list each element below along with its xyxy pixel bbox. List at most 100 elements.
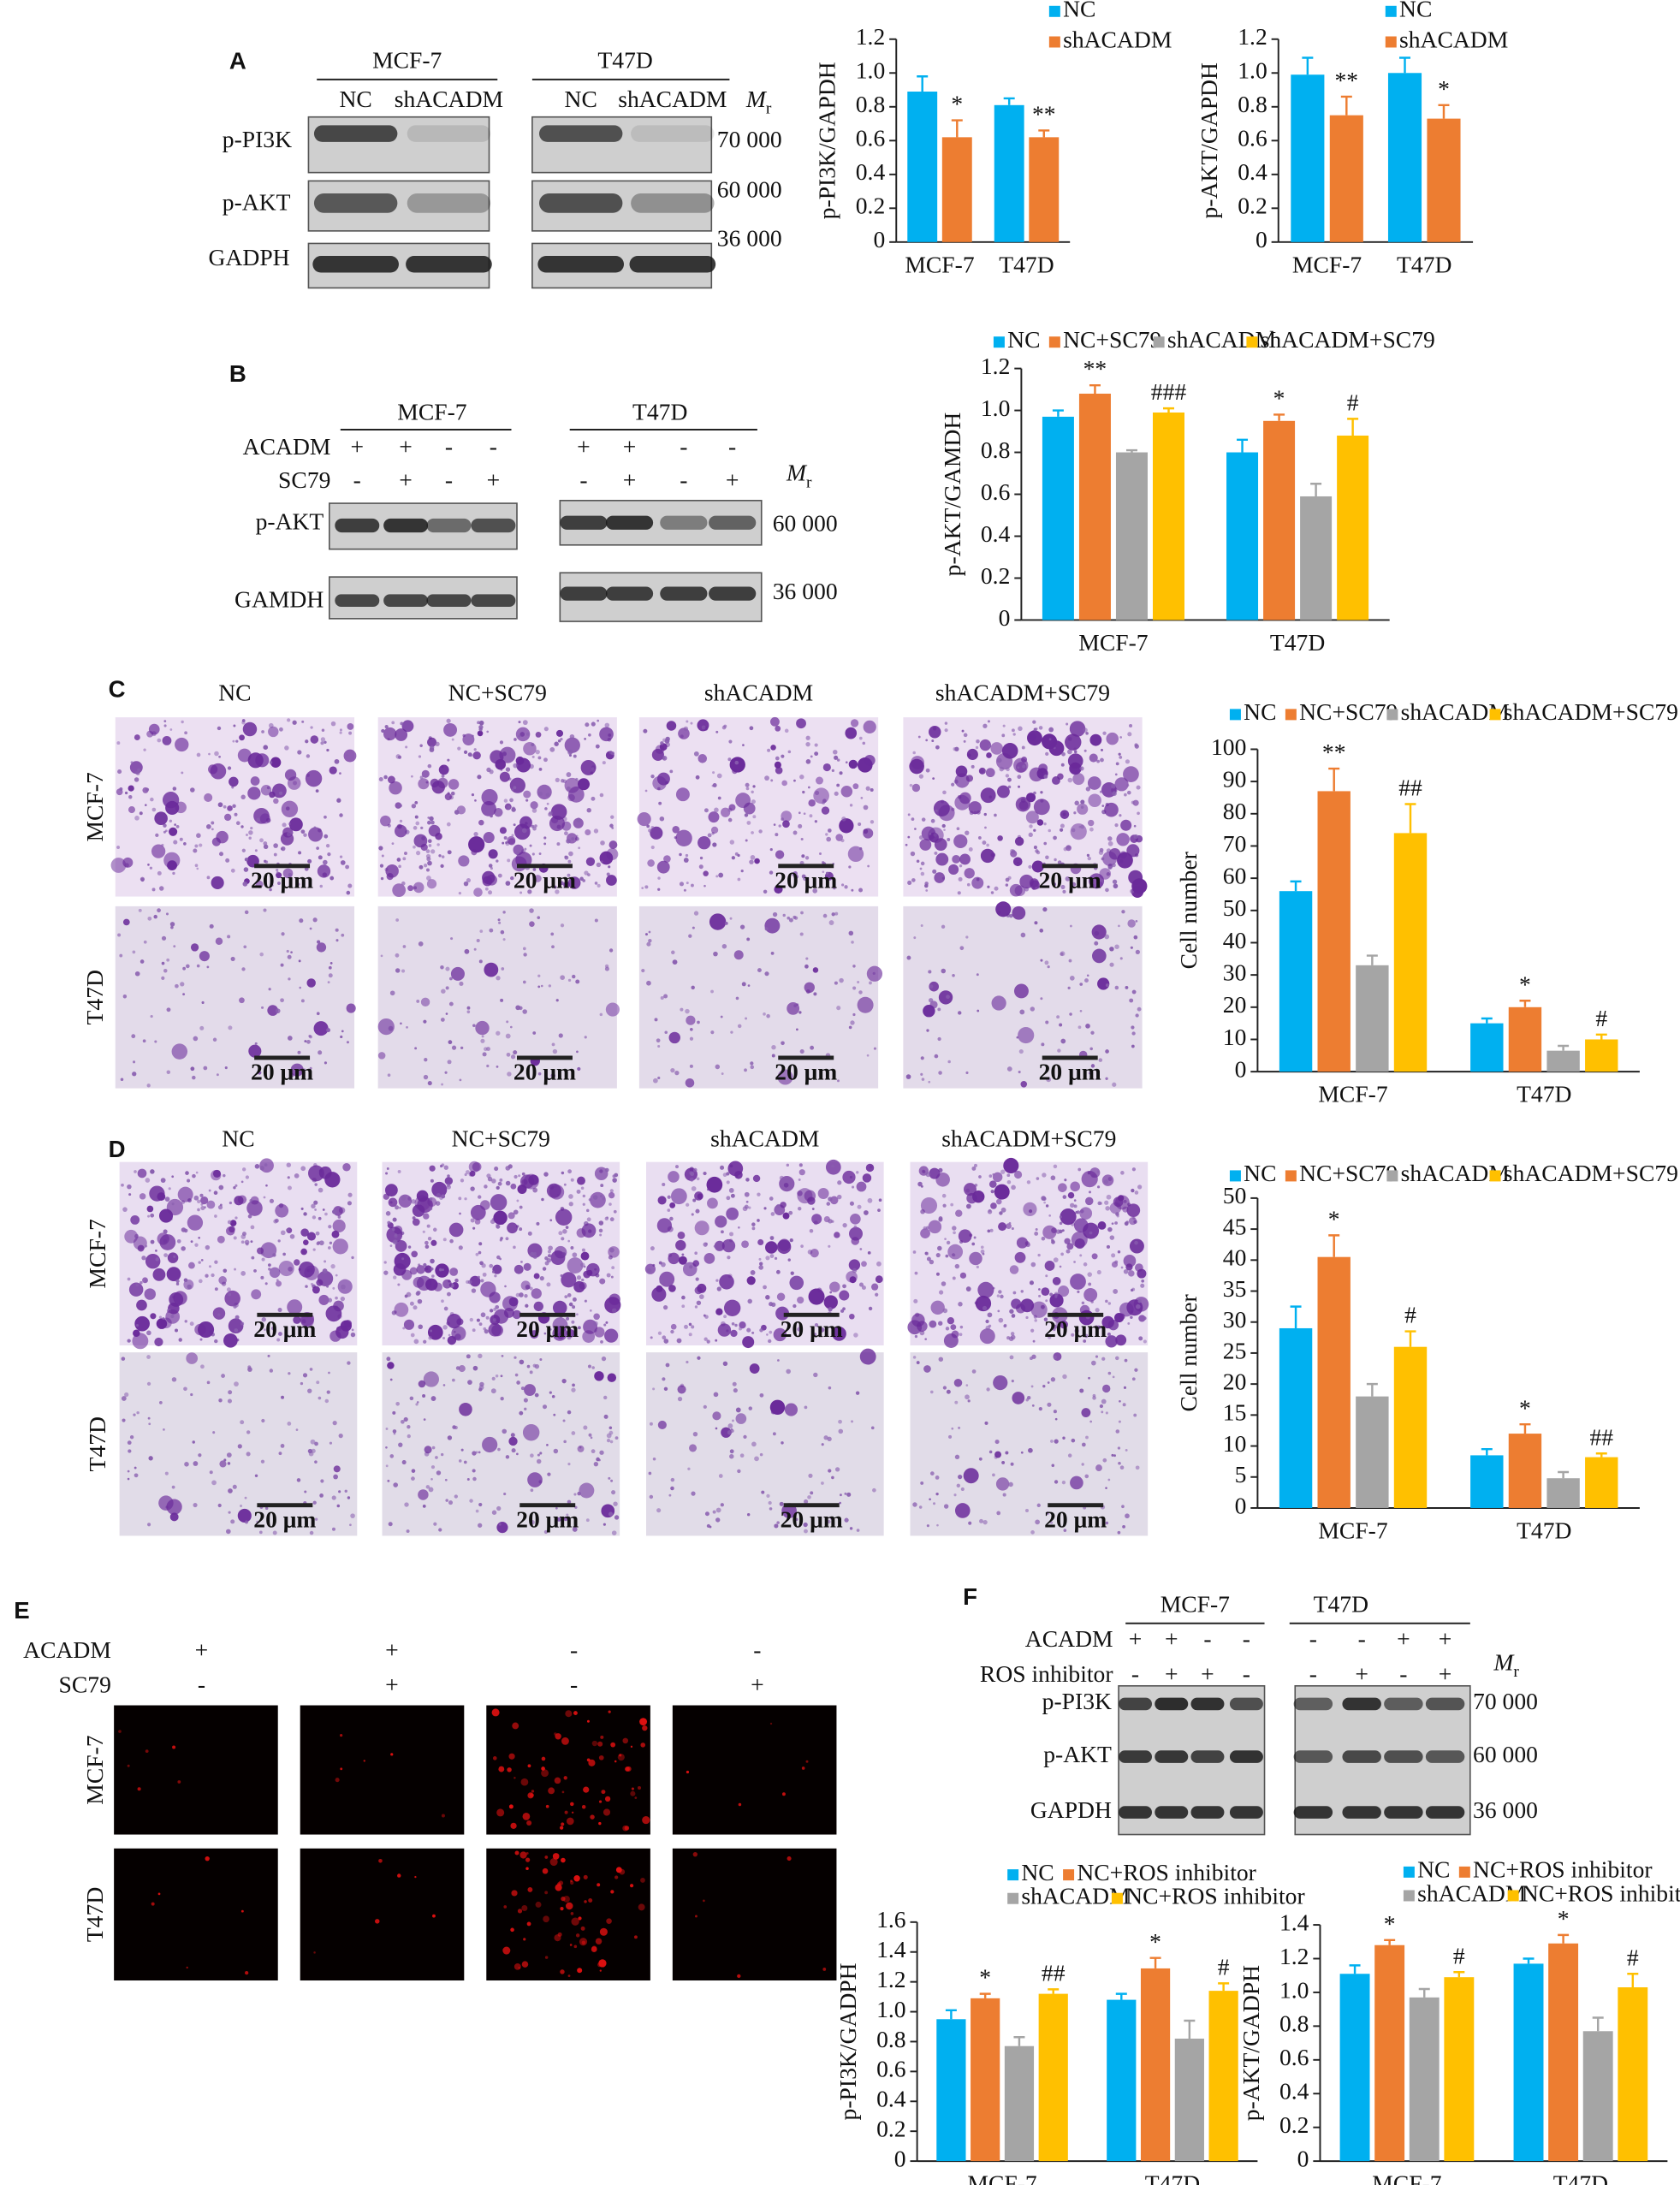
- cell-stain: [312, 1215, 317, 1220]
- cell-stain: [1140, 1283, 1145, 1288]
- cell-stain: [943, 1333, 959, 1348]
- cell-stain: [1011, 1226, 1014, 1231]
- cell-stain: [938, 1217, 943, 1222]
- cell-stain: [1009, 1355, 1014, 1360]
- cell-stain: [1131, 989, 1137, 995]
- cell-stain: [401, 1419, 405, 1424]
- y-tick-label: 0.6: [856, 125, 886, 151]
- cell-stain: [320, 741, 324, 745]
- legend-swatch: [1246, 336, 1258, 348]
- cell-stain: [580, 1186, 585, 1190]
- cell-stain: [133, 1060, 136, 1064]
- cell-stain: [831, 769, 834, 772]
- mr-subscript: r: [1513, 1664, 1519, 1682]
- cell-stain: [1011, 1380, 1014, 1383]
- cell-stain: [208, 1189, 211, 1192]
- cell-stain: [757, 1219, 760, 1222]
- cell-stain: [1017, 766, 1020, 769]
- cell-stain: [341, 1030, 344, 1033]
- cell-stain: [169, 1292, 184, 1307]
- cell-stain: [769, 870, 774, 875]
- cell-stain: [1134, 1190, 1139, 1195]
- cell-stain: [1072, 882, 1077, 887]
- cell-stain: [521, 828, 527, 834]
- cell-stain: [953, 1379, 963, 1387]
- cell-stain: [330, 1263, 335, 1269]
- cell-stain: [265, 1184, 268, 1187]
- significance-label: **: [1335, 67, 1359, 93]
- cell-stain: [454, 1494, 459, 1499]
- cell-stain: [1105, 1487, 1107, 1489]
- cell-stain: [608, 1191, 615, 1199]
- ros-signal: [118, 1730, 122, 1733]
- cell-stain: [122, 918, 130, 926]
- bar: [1078, 393, 1111, 620]
- cell-stain: [717, 796, 721, 800]
- cell-stain: [821, 1443, 824, 1446]
- cell-stain: [1137, 1006, 1142, 1012]
- cell-stain: [611, 1490, 616, 1495]
- cell-stain: [667, 1195, 671, 1199]
- cell-stain: [313, 1021, 329, 1036]
- cell-stain: [228, 1488, 233, 1493]
- y-tick-label: 100: [1211, 733, 1246, 760]
- cell-stain: [1063, 846, 1068, 852]
- cell-stain: [947, 1060, 951, 1064]
- x-tick-label: T47D: [1145, 2170, 1200, 2185]
- cell-stain: [714, 1240, 725, 1251]
- cell-stain: [604, 1216, 609, 1221]
- cell-stain: [519, 816, 532, 829]
- cell-stain: [848, 865, 852, 869]
- cell-stain: [240, 1180, 244, 1184]
- blot-band: [538, 193, 623, 213]
- cell-stain: [650, 825, 655, 829]
- cell-stain: [419, 744, 423, 747]
- cell-stain: [445, 1499, 448, 1502]
- weight-label: 70 000: [717, 126, 782, 152]
- panel-label: E: [14, 1597, 29, 1624]
- y-tick-label: 0: [999, 604, 1011, 631]
- cell-stain: [608, 751, 613, 755]
- cell-stain: [239, 734, 245, 741]
- cell-stain: [1007, 785, 1012, 789]
- ros-signal: [525, 1851, 529, 1855]
- cell-stain: [782, 820, 790, 828]
- cell-stain: [1002, 724, 1006, 727]
- cell-stain: [558, 1033, 563, 1038]
- blot-band: [1384, 1806, 1423, 1819]
- error-bar: [1481, 1447, 1493, 1456]
- cell-stain: [430, 820, 435, 825]
- cell-stain: [758, 1257, 762, 1261]
- cell-stain: [770, 745, 776, 751]
- cell-stain: [198, 1279, 203, 1284]
- cell-stain: [1000, 1207, 1006, 1213]
- cell-stain: [1101, 1174, 1114, 1186]
- y-tick-label: 0.2: [1238, 193, 1267, 219]
- cell-stain: [1047, 965, 1050, 969]
- cell-stain: [481, 801, 496, 816]
- cell-stain: [562, 1419, 566, 1422]
- cell-stain: [550, 1073, 556, 1078]
- cell-stain: [856, 1529, 860, 1532]
- cell-stain: [425, 849, 430, 853]
- error-bar: [1237, 438, 1249, 453]
- cell-stain: [442, 1325, 448, 1330]
- cell-stain: [1115, 1429, 1120, 1434]
- cell-stain: [509, 798, 513, 803]
- cell-stain: [419, 775, 424, 780]
- cell-stain: [399, 819, 403, 823]
- cell-stain: [827, 1519, 831, 1524]
- ros-signal: [570, 1912, 574, 1915]
- cell-stain: [442, 1384, 446, 1386]
- x-tick-label: MCF-7: [967, 2170, 1036, 2185]
- ros-signal: [615, 1867, 622, 1873]
- cell-stain: [256, 817, 261, 822]
- cell-stain: [1038, 726, 1043, 730]
- cell-stain: [1014, 836, 1024, 846]
- bar: [1329, 115, 1363, 242]
- cell-stain: [521, 1172, 525, 1176]
- cell-stain: [1137, 1299, 1142, 1303]
- cell-stain: [395, 1401, 400, 1406]
- cell-stain: [567, 1257, 584, 1274]
- cell-stain: [556, 1517, 561, 1522]
